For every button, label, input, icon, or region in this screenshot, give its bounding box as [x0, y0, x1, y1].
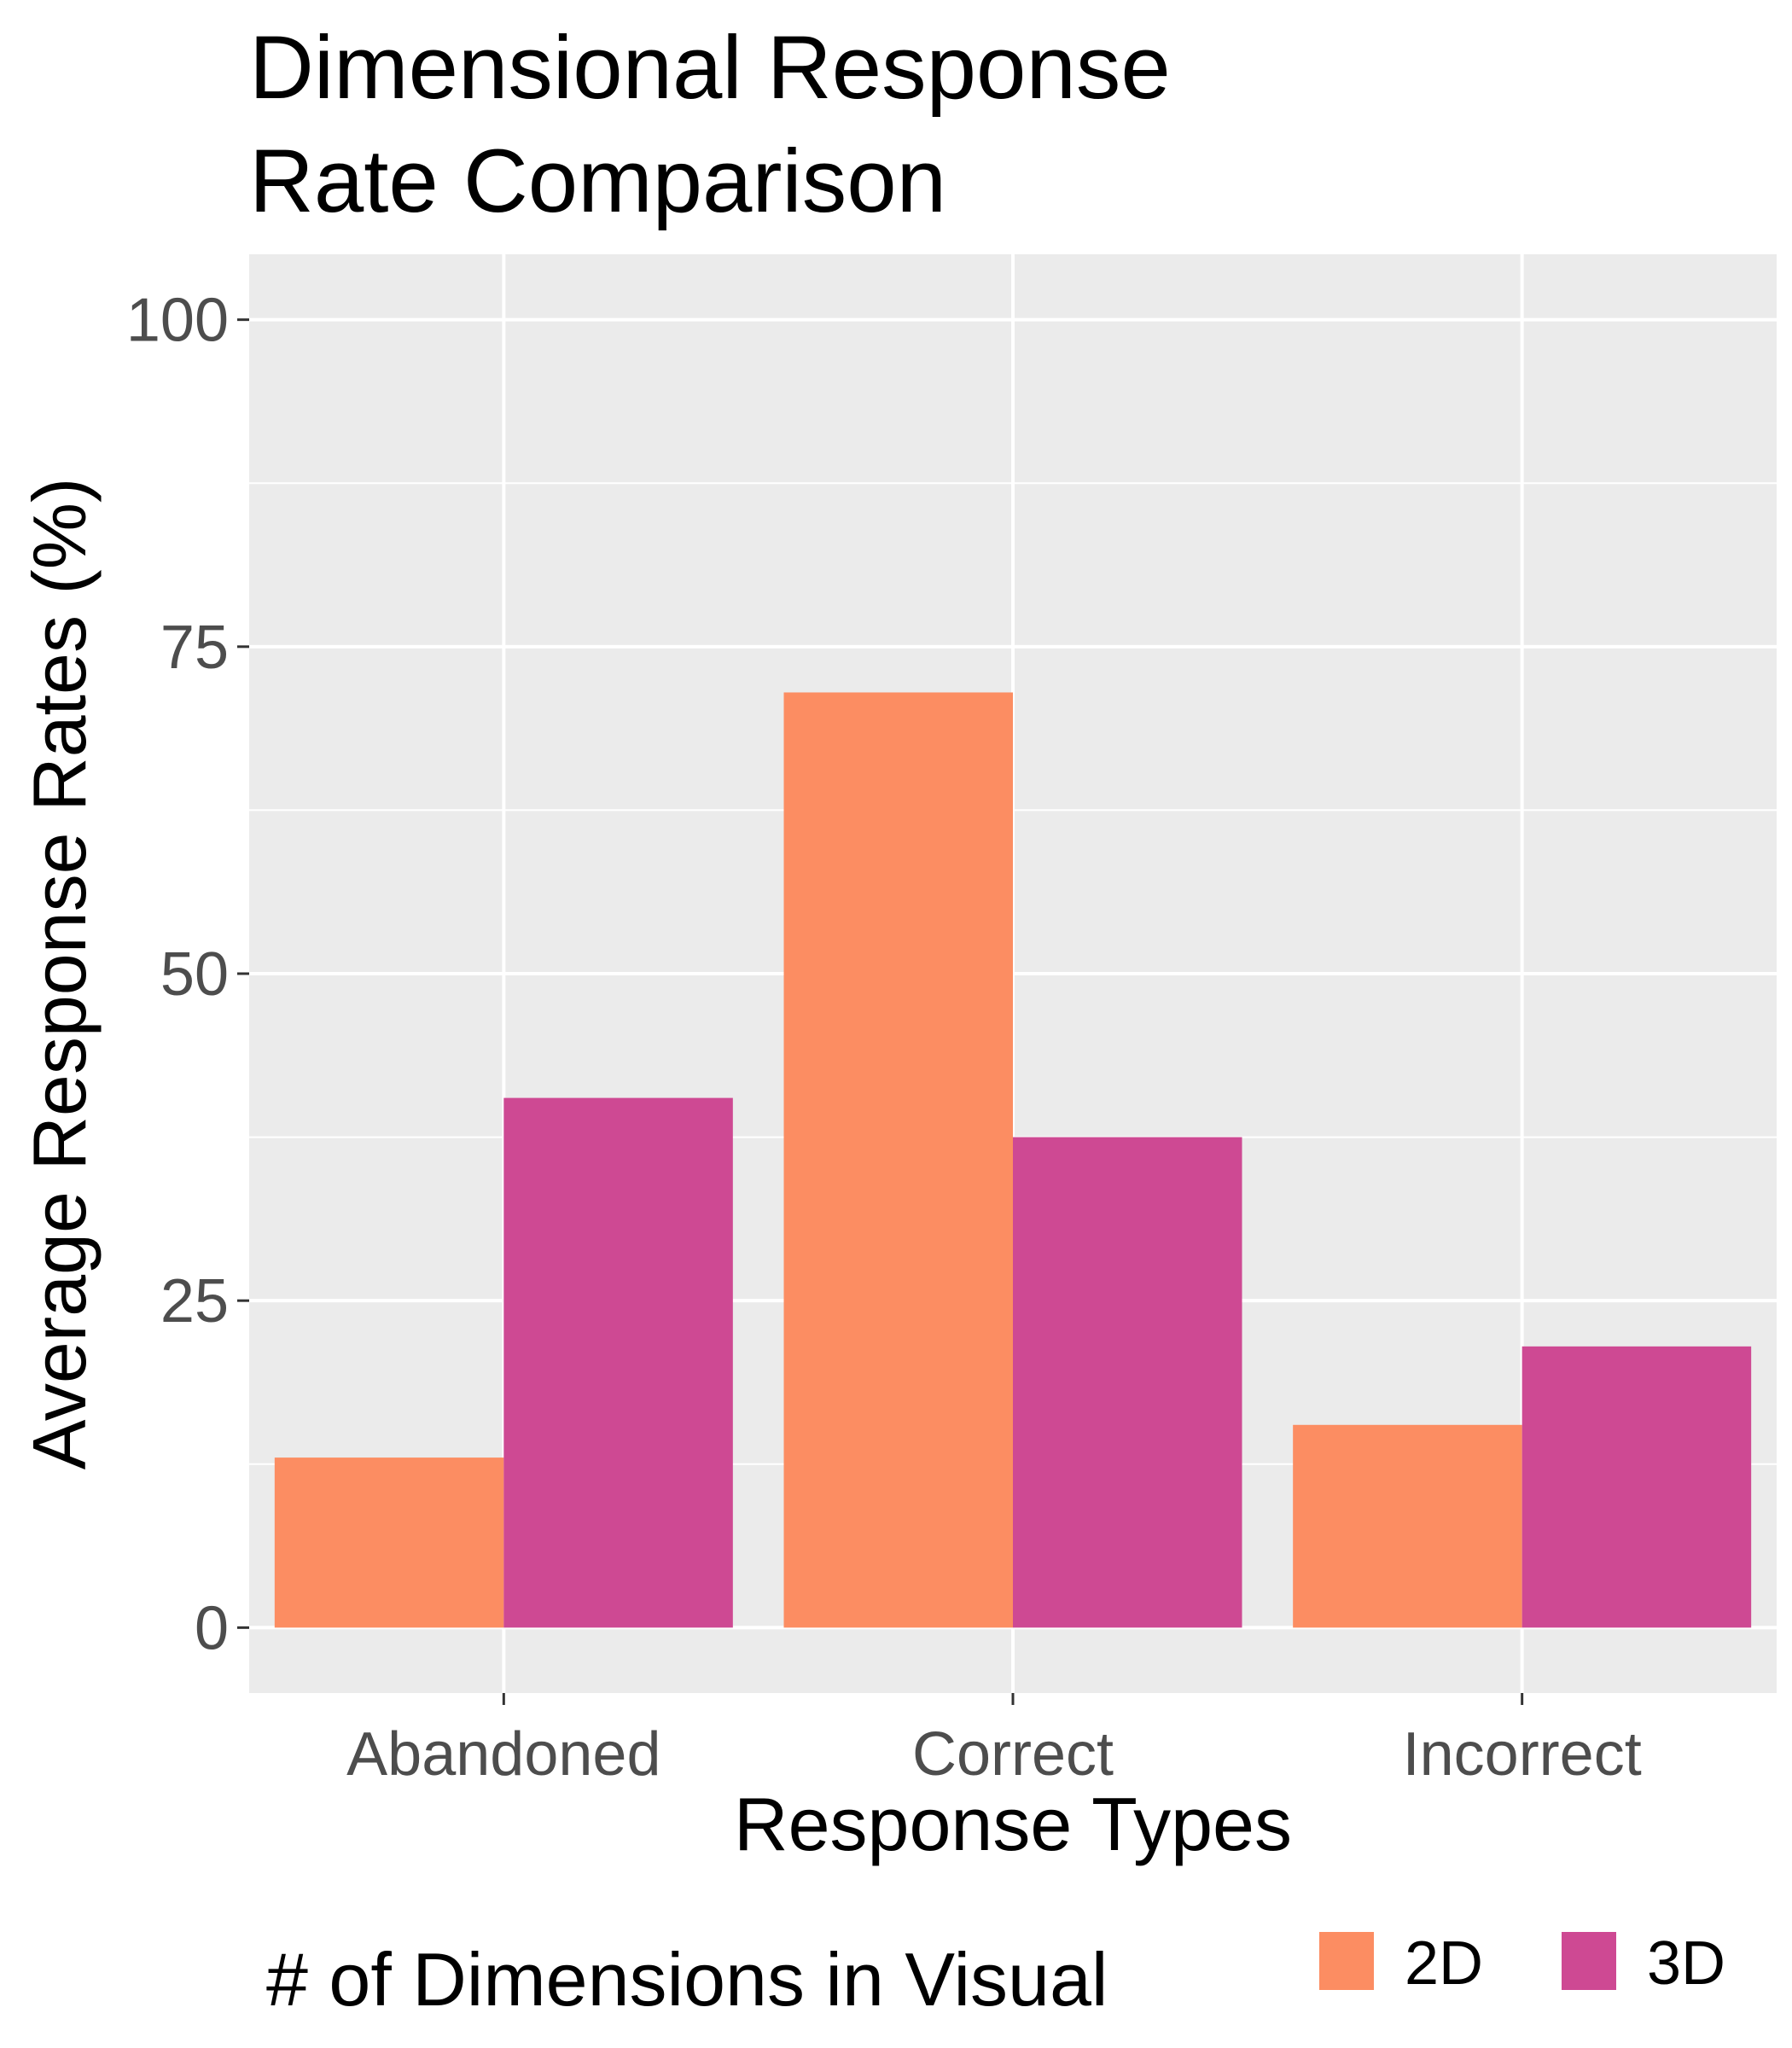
- x-tick-label: Abandoned: [346, 1720, 660, 1789]
- bar-3d-abandoned: [503, 1097, 733, 1628]
- bar-2d-correct: [783, 692, 1013, 1628]
- y-tick-label: 50: [160, 940, 229, 1009]
- bar-2d-abandoned: [274, 1457, 504, 1628]
- x-axis-title: Response Types: [734, 1782, 1292, 1866]
- legend: # of Dimensions in Visual 2D 3D: [266, 1929, 1725, 2022]
- y-tick-label: 100: [126, 287, 229, 355]
- chart-title-line-1: Dimensional Response: [249, 18, 1171, 118]
- legend-label-2d: 2D: [1405, 1929, 1483, 1998]
- bars: [274, 692, 1752, 1628]
- bar-2d-incorrect: [1293, 1424, 1522, 1628]
- x-axis: Abandoned Correct Incorrect: [346, 1693, 1642, 1789]
- y-axis-title: Average Response Rates (%): [17, 478, 102, 1470]
- x-tick-label: Correct: [912, 1720, 1114, 1789]
- chart-title-line-2: Rate Comparison: [249, 131, 946, 231]
- bar-3d-incorrect: [1521, 1346, 1752, 1628]
- y-axis: 0 25 50 75 100: [126, 287, 249, 1662]
- y-tick-label: 75: [160, 614, 229, 682]
- x-tick-label: Incorrect: [1403, 1720, 1642, 1789]
- y-tick-label: 0: [195, 1594, 229, 1662]
- legend-key-3d: [1562, 1932, 1616, 1990]
- y-tick-label: 25: [160, 1267, 229, 1335]
- bar-3d-correct: [1013, 1137, 1242, 1628]
- legend-title: # of Dimensions in Visual: [266, 1937, 1108, 2022]
- legend-key-2d: [1319, 1932, 1374, 1990]
- legend-label-3d: 3D: [1647, 1929, 1725, 1998]
